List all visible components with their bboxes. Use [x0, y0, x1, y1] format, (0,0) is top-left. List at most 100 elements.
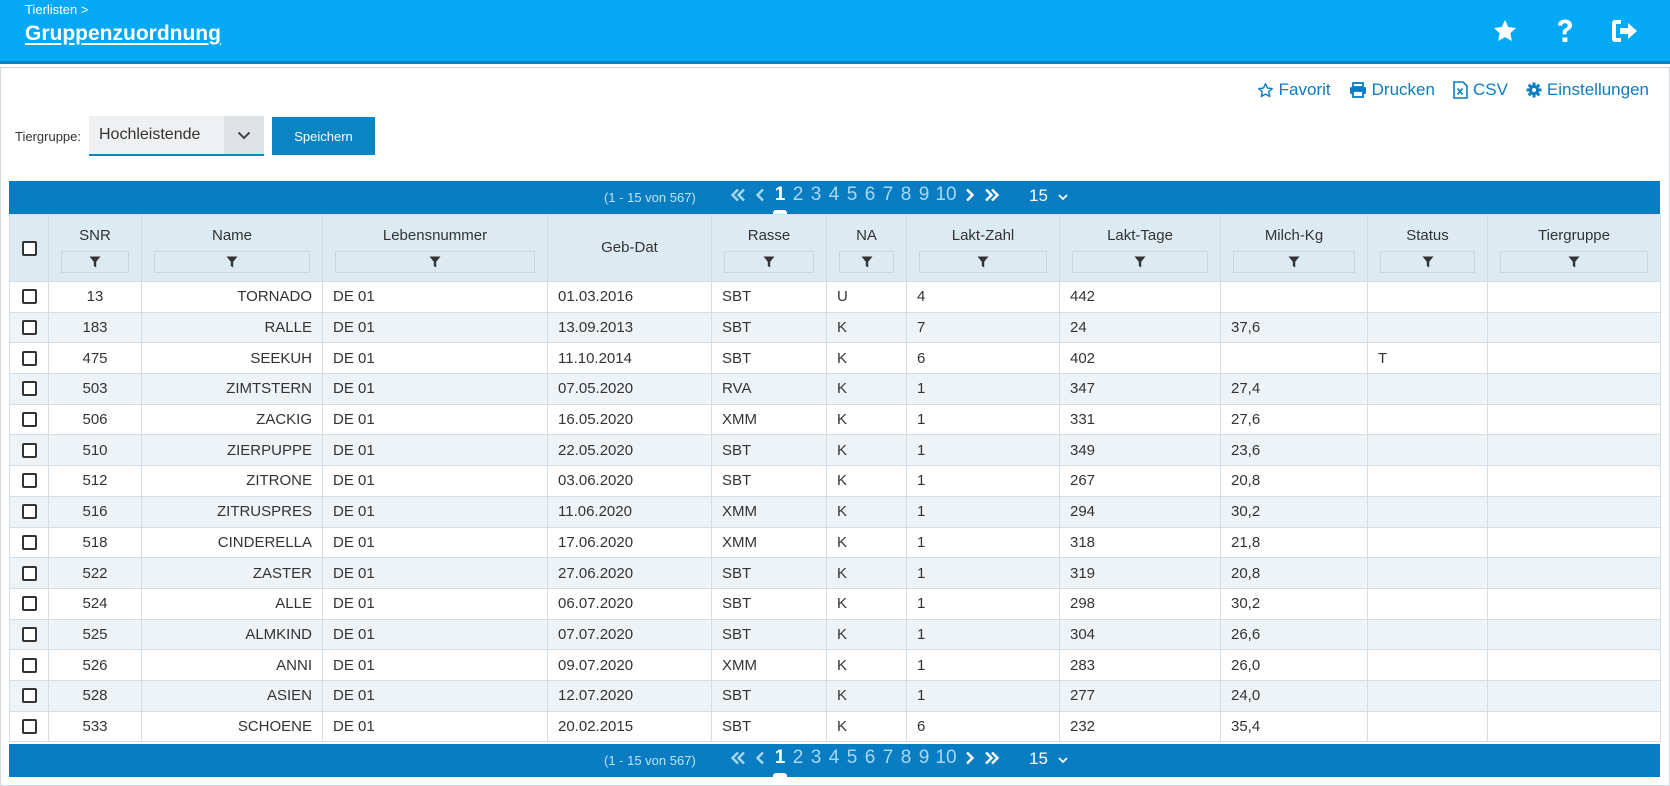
table-row[interactable]: 528 ASIEN DE 01 12.07.2020 SBT K 1 277 24,0	[9, 679, 1661, 712]
csv-button[interactable]: CSV	[1453, 80, 1508, 100]
table-row[interactable]: 524 ALLE DE 01 06.07.2020 SBT K 1 298 30,2	[9, 587, 1661, 620]
select-all-checkbox[interactable]	[21, 240, 37, 256]
row-checkbox[interactable]	[21, 320, 37, 336]
filter-icon[interactable]	[1233, 251, 1355, 273]
last-page-icon[interactable]	[981, 188, 1003, 202]
filter-icon[interactable]	[1500, 251, 1648, 273]
page-9-link[interactable]: 9	[918, 184, 930, 205]
page-1-link[interactable]: 1	[771, 184, 789, 215]
table-row[interactable]: 510 ZIERPUPPE DE 01 22.05.2020 SBT K 1 349 23,6	[9, 434, 1661, 467]
page-8-link[interactable]: 8	[900, 747, 912, 768]
page-9-link[interactable]: 9	[918, 747, 930, 768]
prev-page-icon[interactable]	[749, 751, 771, 765]
page-7-link[interactable]: 7	[882, 747, 894, 768]
row-checkbox[interactable]	[21, 381, 37, 397]
first-page-icon[interactable]	[727, 188, 749, 202]
page-2-link[interactable]: 2	[792, 184, 804, 205]
page-10-link[interactable]: 10	[935, 747, 957, 768]
column-header-na[interactable]: NA	[826, 214, 907, 282]
einstellungen-button[interactable]: Einstellungen	[1526, 80, 1649, 100]
row-checkbox[interactable]	[21, 718, 37, 734]
page-size-select[interactable]: 15	[1029, 186, 1068, 206]
filter-icon[interactable]	[335, 251, 535, 273]
table-row[interactable]: 526 ANNI DE 01 09.07.2020 XMM K 1 283 26,0	[9, 649, 1661, 681]
breadcrumb[interactable]: Tierlisten >	[25, 2, 89, 17]
page-5-link[interactable]: 5	[846, 184, 858, 205]
prev-page-icon[interactable]	[749, 188, 771, 202]
drucken-button[interactable]: Drucken	[1349, 80, 1435, 100]
logout-icon[interactable]	[1610, 16, 1640, 46]
page-3-link[interactable]: 3	[810, 747, 822, 768]
table-row[interactable]: 183 RALLE DE 01 13.09.2013 SBT K 7 24 37,6	[9, 311, 1661, 344]
table-row[interactable]: 13 TORNADO DE 01 01.03.2016 SBT U 4 442	[9, 281, 1661, 313]
column-header-geb-dat[interactable]: Geb-Dat	[547, 214, 712, 282]
page-title[interactable]: Gruppenzuordnung	[25, 22, 221, 45]
filter-icon[interactable]	[724, 251, 814, 273]
column-header-tiergruppe[interactable]: Tiergruppe	[1487, 214, 1661, 282]
page-1-link[interactable]: 1	[771, 747, 789, 778]
row-select-cell	[9, 311, 49, 344]
column-header-rasse[interactable]: Rasse	[711, 214, 827, 282]
table-row[interactable]: 506 ZACKIG DE 01 16.05.2020 XMM K 1 331 27,6	[9, 403, 1661, 436]
page-size-select[interactable]: 15	[1029, 749, 1068, 769]
column-header-name[interactable]: Name	[141, 214, 323, 282]
filter-icon[interactable]	[839, 251, 894, 273]
row-checkbox[interactable]	[21, 289, 37, 305]
next-page-icon[interactable]	[959, 751, 981, 765]
help-icon[interactable]	[1550, 16, 1580, 46]
row-checkbox[interactable]	[21, 626, 37, 642]
table-row[interactable]: 525 ALMKIND DE 01 07.07.2020 SBT K 1 304 26,6	[9, 618, 1661, 651]
row-checkbox[interactable]	[21, 412, 37, 428]
table-row[interactable]: 522 ZASTER DE 01 27.06.2020 SBT K 1 319 20,8	[9, 557, 1661, 589]
last-page-icon[interactable]	[981, 751, 1003, 765]
page-10-link[interactable]: 10	[935, 184, 957, 205]
tiergruppe-select[interactable]: Hochleistende	[89, 116, 264, 156]
filter-icon[interactable]	[1072, 251, 1208, 273]
column-header-milch-kg[interactable]: Milch-Kg	[1220, 214, 1368, 282]
table-row[interactable]: 512 ZITRONE DE 01 03.06.2020 SBT K 1 267 20,8	[9, 465, 1661, 497]
page-4-link[interactable]: 4	[828, 747, 840, 768]
column-header-lakt-zahl[interactable]: Lakt-Zahl	[906, 214, 1060, 282]
filter-icon[interactable]	[61, 251, 129, 273]
table-row[interactable]: 518 CINDERELLA DE 01 17.06.2020 XMM K 1 318 21,8	[9, 526, 1661, 559]
filter-icon[interactable]	[919, 251, 1047, 273]
page-5-link[interactable]: 5	[846, 747, 858, 768]
favorit-button[interactable]: Favorit	[1257, 80, 1331, 100]
page-6-link[interactable]: 6	[864, 184, 876, 205]
row-checkbox[interactable]	[21, 473, 37, 489]
cell-status: T	[1367, 342, 1488, 375]
page-4-link[interactable]: 4	[828, 184, 840, 205]
row-checkbox[interactable]	[21, 688, 37, 704]
save-button[interactable]: Speichern	[272, 117, 375, 155]
row-checkbox[interactable]	[21, 442, 37, 458]
next-page-icon[interactable]	[959, 188, 981, 202]
filter-icon[interactable]	[154, 251, 310, 273]
column-header-lakt-tage[interactable]: Lakt-Tage	[1059, 214, 1221, 282]
column-header-snr[interactable]: SNR	[48, 214, 142, 282]
first-page-icon[interactable]	[727, 751, 749, 765]
row-checkbox[interactable]	[21, 534, 37, 550]
filter-icon[interactable]	[1380, 251, 1475, 273]
page-3-link[interactable]: 3	[810, 184, 822, 205]
row-checkbox[interactable]	[21, 504, 37, 520]
cell-lakt-zahl: 1	[906, 649, 1060, 681]
row-checkbox[interactable]	[21, 350, 37, 366]
table-row[interactable]: 503 ZIMTSTERN DE 01 07.05.2020 RVA K 1 347 27,4	[9, 373, 1661, 405]
row-checkbox[interactable]	[21, 565, 37, 581]
row-checkbox[interactable]	[21, 657, 37, 673]
table-row[interactable]: 516 ZITRUSPRES DE 01 11.06.2020 XMM K 1 294 30,2	[9, 495, 1661, 528]
page-8-link[interactable]: 8	[900, 184, 912, 205]
page-7-link[interactable]: 7	[882, 184, 894, 205]
cell-milch-kg: 26,0	[1220, 649, 1368, 681]
table-row[interactable]: 533 SCHOENE DE 01 20.02.2015 SBT K 6 232 35,4	[9, 710, 1661, 743]
row-checkbox[interactable]	[21, 596, 37, 612]
cell-name: ALLE	[141, 587, 323, 620]
column-header-status[interactable]: Status	[1367, 214, 1488, 282]
row-select-cell	[9, 281, 49, 313]
page-6-link[interactable]: 6	[864, 747, 876, 768]
column-header-lebensnummer[interactable]: Lebensnummer	[322, 214, 548, 282]
page-2-link[interactable]: 2	[792, 747, 804, 768]
table-row[interactable]: 475 SEEKUH DE 01 11.10.2014 SBT K 6 402 T	[9, 342, 1661, 375]
chevron-down-icon[interactable]	[224, 116, 264, 154]
star-icon[interactable]	[1490, 16, 1520, 46]
